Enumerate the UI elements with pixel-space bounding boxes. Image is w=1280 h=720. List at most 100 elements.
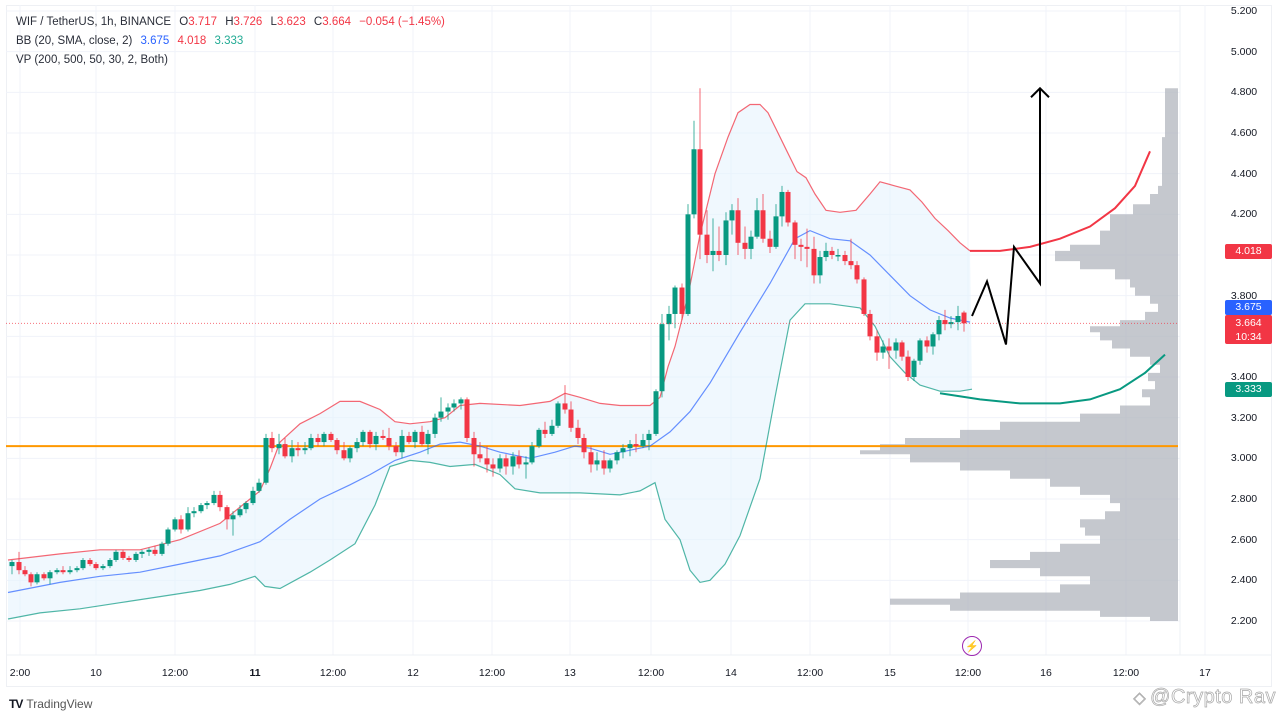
candle <box>848 238 854 270</box>
candle <box>562 385 568 414</box>
candle-body <box>34 574 40 583</box>
candle <box>412 429 418 449</box>
chart-frame <box>6 5 1272 687</box>
candle <box>41 572 47 581</box>
candle-body <box>817 257 823 276</box>
candle-body <box>393 446 399 453</box>
candle <box>321 431 327 447</box>
bar-countdown: 10:34 <box>1235 331 1262 343</box>
candle <box>471 431 477 467</box>
candle <box>490 458 496 477</box>
candle <box>380 429 386 441</box>
vp-label[interactable]: VP (200, 500, 50, 30, 2, Both) <box>16 54 168 66</box>
candle-body <box>464 399 470 438</box>
candle <box>867 309 873 341</box>
watermark: ◇ @Crypto Rav <box>1133 686 1276 709</box>
candle <box>47 570 53 585</box>
candle <box>679 283 685 321</box>
candle <box>445 403 451 420</box>
candle <box>854 261 860 284</box>
open-label: O <box>179 16 189 28</box>
candle <box>34 572 40 585</box>
candle-body <box>792 222 798 245</box>
bolt-icon[interactable]: ⚡ <box>962 636 982 656</box>
bb-lower-line <box>7 303 973 620</box>
candle <box>523 456 529 479</box>
candle-body <box>9 562 15 567</box>
bollinger-band-lines <box>7 103 973 620</box>
candle <box>224 505 230 530</box>
candle <box>263 433 269 485</box>
candle <box>438 397 444 422</box>
candle-body <box>399 435 405 453</box>
candle <box>510 452 516 475</box>
price-tick-label: 3.000 <box>1230 452 1258 465</box>
candle-body <box>754 210 760 237</box>
candle-body <box>126 557 132 560</box>
candle <box>302 442 308 455</box>
candle <box>924 336 930 353</box>
user-drawings[interactable] <box>939 86 1166 405</box>
candle <box>911 358 917 382</box>
price-tick-label: 2.600 <box>1230 533 1258 546</box>
candle <box>146 547 152 556</box>
bb-label[interactable]: BB (20, SMA, close, 2) <box>16 35 133 47</box>
candle-body <box>380 435 386 438</box>
candle-body <box>779 191 785 217</box>
candle <box>691 120 697 219</box>
price-tick-label: 4.400 <box>1230 167 1258 180</box>
time-tick-label: 12:00 <box>478 667 506 679</box>
candle-body <box>516 456 522 465</box>
candle <box>798 238 804 262</box>
candle <box>955 305 961 331</box>
candle-body <box>146 549 152 552</box>
candle-body <box>191 511 197 514</box>
candle-body <box>568 409 574 428</box>
candle-body <box>633 444 639 447</box>
candle-body <box>321 433 327 443</box>
candle <box>748 230 754 260</box>
volume-profile-legend-row[interactable]: VP (200, 500, 50, 30, 2, Both) <box>16 51 445 70</box>
candle-body <box>905 356 911 377</box>
time-tick-label: 12:00 <box>1112 667 1140 679</box>
candle <box>601 450 607 475</box>
candle <box>961 310 967 332</box>
candle <box>211 490 217 506</box>
binance-icon: ◇ <box>1133 689 1147 707</box>
candle-body <box>911 360 917 377</box>
candle <box>861 277 867 316</box>
candle-body <box>28 574 34 583</box>
candle-body <box>785 191 791 223</box>
candle <box>373 431 379 451</box>
candle-body <box>74 568 80 571</box>
candle <box>185 507 191 532</box>
candle-body <box>367 431 373 445</box>
price-tick-label: 5.200 <box>1230 5 1258 17</box>
symbol-info[interactable]: WIF / TetherUS, 1h, BINANCE <box>16 16 172 28</box>
candle <box>710 218 716 272</box>
symbol-row[interactable]: WIF / TetherUS, 1h, BINANCE O3.717 H3.72… <box>16 13 445 32</box>
candle <box>503 454 509 475</box>
candle-body <box>341 450 347 459</box>
candle-body <box>614 452 620 461</box>
candle <box>328 431 334 443</box>
tradingview-logo[interactable]: TV TradingView <box>9 697 92 711</box>
candle <box>74 566 80 573</box>
open-value: 3.717 <box>188 16 218 28</box>
candle <box>697 88 703 260</box>
candle-body <box>942 320 948 325</box>
candle <box>588 446 594 473</box>
candle <box>735 198 741 255</box>
candle <box>107 557 113 569</box>
candle-body <box>510 456 516 467</box>
candle <box>779 185 785 227</box>
time-tick-label: 10 <box>90 667 102 679</box>
time-tick-label: 12:00 <box>796 667 824 679</box>
candle <box>360 429 366 447</box>
candle <box>930 332 936 355</box>
bollinger-legend-row[interactable]: BB (20, SMA, close, 2) 3.675 4.018 3.333 <box>16 32 445 51</box>
candle <box>477 442 483 463</box>
bb-upper-price-tag: 4.018 <box>1225 244 1272 259</box>
candle <box>54 568 60 575</box>
